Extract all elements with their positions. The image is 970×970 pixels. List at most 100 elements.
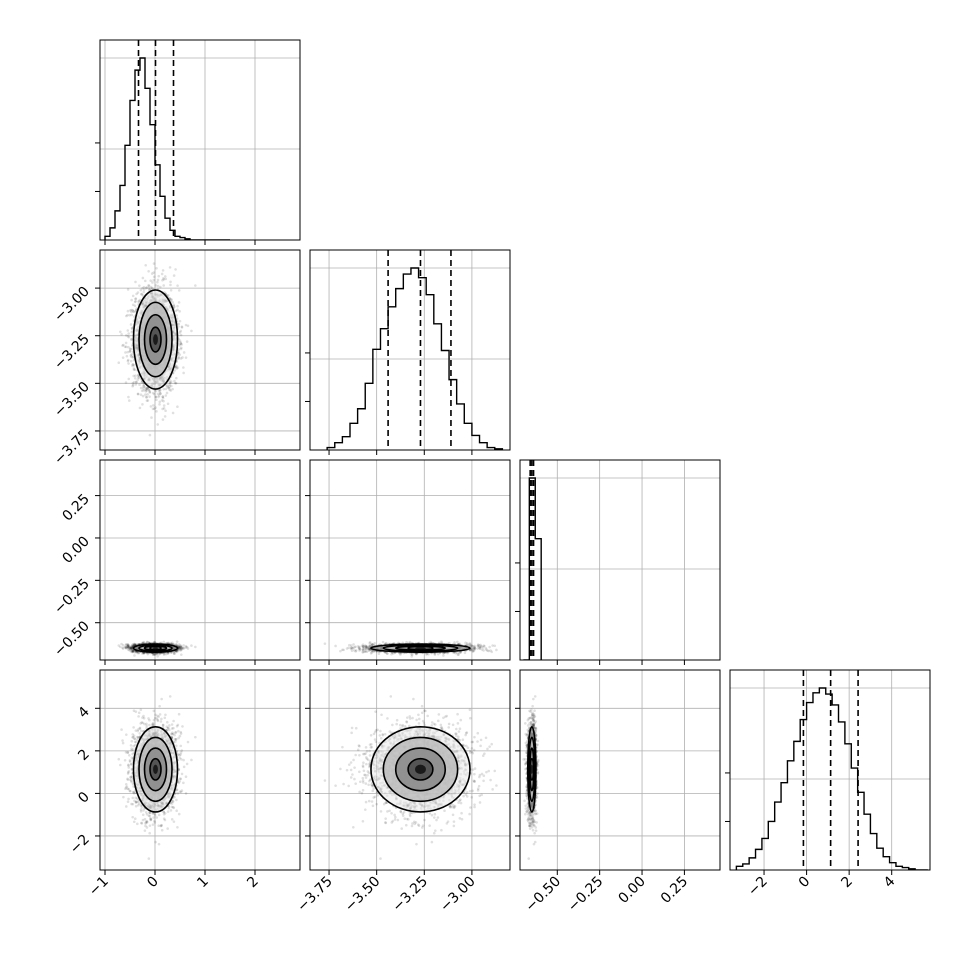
contour-line	[138, 301, 173, 378]
sample-point	[152, 652, 155, 656]
sample-point	[120, 332, 123, 336]
sample-point	[133, 654, 136, 657]
contour-line	[149, 326, 162, 353]
sample-point	[153, 653, 156, 656]
sample-point	[167, 386, 170, 390]
sample-point	[159, 392, 162, 395]
sample-point	[129, 354, 133, 357]
panel-content	[310, 250, 510, 450]
sample-point	[149, 285, 153, 289]
sample-point	[122, 643, 125, 647]
sample-point	[130, 338, 133, 342]
sample-point	[178, 647, 181, 650]
sample-point	[176, 284, 179, 287]
sample-point	[156, 278, 160, 282]
sample-point	[172, 304, 176, 308]
sample-point	[125, 646, 129, 650]
sample-point	[153, 653, 156, 656]
sample-point	[152, 640, 156, 644]
sample-point	[131, 364, 134, 368]
sample-point	[129, 646, 132, 650]
sample-point	[142, 389, 146, 392]
sample-point	[126, 358, 130, 362]
sample-point	[130, 647, 133, 650]
sample-point	[166, 385, 169, 389]
contour-line	[132, 289, 179, 390]
sample-point	[126, 359, 130, 363]
sample-point	[161, 395, 165, 399]
sample-point	[147, 284, 150, 287]
sample-point	[145, 395, 148, 399]
sample-point	[127, 335, 131, 339]
sample-point	[132, 650, 135, 653]
sample-point	[126, 645, 130, 649]
sample-point	[168, 266, 172, 269]
sample-point	[129, 645, 132, 649]
sample-point	[152, 262, 156, 265]
sample-point	[169, 283, 172, 287]
sample-point	[167, 386, 171, 390]
sample-point	[182, 351, 186, 354]
sample-point	[146, 393, 149, 396]
sample-point	[134, 297, 138, 300]
sample-point	[184, 323, 188, 327]
sample-point	[162, 407, 166, 410]
sample-point	[144, 393, 147, 396]
sample-point	[180, 343, 184, 346]
sample-point	[176, 366, 180, 369]
panel-frame	[309, 249, 511, 451]
sample-point	[142, 288, 146, 291]
sample-point	[185, 645, 189, 649]
sample-point	[137, 300, 141, 304]
sample-point	[136, 392, 140, 396]
sample-point	[184, 644, 188, 648]
sample-point	[123, 646, 127, 649]
sample-point	[162, 278, 166, 281]
sample-point	[150, 272, 154, 275]
sample-point	[145, 395, 148, 399]
sample-point	[155, 266, 158, 270]
sample-point	[171, 641, 174, 645]
grid-lines	[310, 250, 510, 450]
sample-point	[174, 643, 178, 646]
sample-point	[134, 380, 138, 384]
sample-point	[178, 646, 182, 650]
sample-point	[161, 418, 165, 421]
sample-point	[131, 649, 135, 653]
sample-point	[180, 346, 183, 350]
sample-point	[126, 645, 130, 649]
sample-point	[177, 644, 181, 648]
sample-point	[133, 368, 137, 372]
sample-point	[127, 362, 130, 365]
sample-point	[152, 278, 156, 282]
sample-point	[127, 646, 130, 649]
sample-point	[142, 285, 146, 289]
sample-point	[174, 309, 178, 313]
sample-point	[153, 640, 157, 644]
sample-point	[119, 330, 122, 334]
sample-point	[126, 313, 129, 317]
density-fill	[153, 334, 158, 345]
sample-point	[151, 281, 154, 284]
sample-point	[176, 304, 179, 308]
sample-point	[130, 308, 133, 312]
sample-point	[179, 342, 183, 345]
sample-point	[178, 646, 182, 649]
sample-point	[131, 644, 134, 648]
sample-point	[133, 304, 137, 308]
sample-point	[173, 381, 177, 385]
sample-point	[129, 647, 132, 651]
sample-point	[172, 652, 176, 655]
sample-point	[168, 388, 171, 392]
sample-point	[129, 347, 132, 350]
sample-point	[161, 396, 165, 400]
sample-point	[179, 357, 183, 360]
sample-point	[142, 290, 146, 294]
sample-point	[131, 643, 134, 647]
sample-point	[121, 647, 125, 650]
sample-point	[182, 647, 185, 650]
sample-point	[162, 640, 166, 644]
sample-point	[169, 389, 173, 392]
sample-point	[167, 293, 170, 297]
sample-point	[177, 301, 181, 304]
